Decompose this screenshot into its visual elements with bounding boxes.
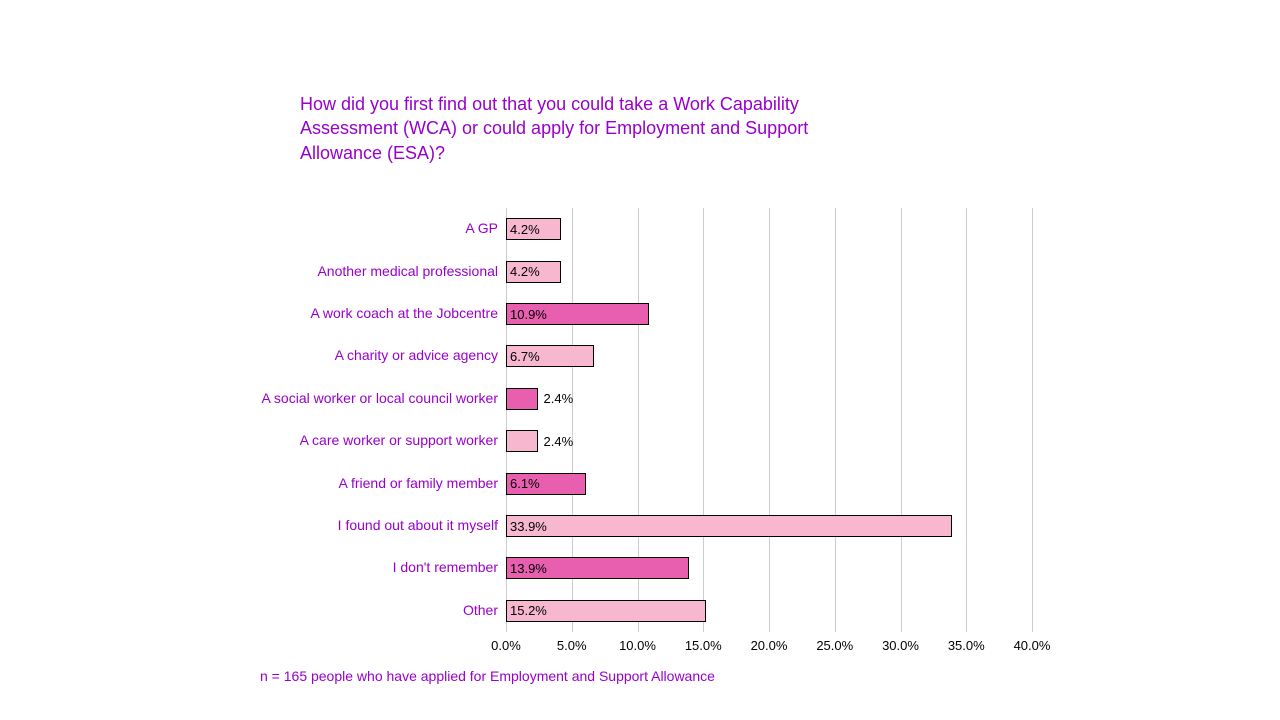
category-label: A social worker or local council worker	[261, 390, 498, 406]
bar-value-label: 33.9%	[510, 515, 547, 537]
bar-value-label: 6.1%	[510, 473, 540, 495]
category-label: A work coach at the Jobcentre	[310, 305, 498, 321]
x-tick-label: 35.0%	[948, 638, 985, 653]
category-label: Another medical professional	[317, 263, 498, 279]
bar-value-label: 4.2%	[510, 261, 540, 283]
x-tick-label: 25.0%	[816, 638, 853, 653]
category-labels: A GP Another medical professional A work c…	[0, 208, 506, 632]
grid-line	[769, 208, 770, 632]
grid-line	[703, 208, 704, 632]
bar	[506, 388, 538, 410]
grid-line	[1032, 208, 1033, 632]
category-label: I found out about it myself	[338, 517, 498, 533]
grid-line	[966, 208, 967, 632]
category-label: Other	[463, 602, 498, 618]
x-tick-label: 40.0%	[1014, 638, 1051, 653]
bar-value-label: 15.2%	[510, 600, 547, 622]
x-tick-label: 20.0%	[751, 638, 788, 653]
category-label: A friend or family member	[339, 475, 499, 491]
x-axis-ticks: 0.0%5.0%10.0%15.0%20.0%25.0%30.0%35.0%40…	[506, 638, 1032, 658]
bar-value-label: 2.4%	[544, 388, 574, 410]
x-tick-label: 0.0%	[491, 638, 521, 653]
chart-footnote: n = 165 people who have applied for Empl…	[260, 668, 715, 684]
x-tick-label: 10.0%	[619, 638, 656, 653]
chart-title: How did you first find out that you coul…	[300, 92, 860, 165]
category-label: A charity or advice agency	[335, 347, 498, 363]
bar-value-label: 2.4%	[544, 430, 574, 452]
bar-value-label: 13.9%	[510, 557, 547, 579]
grid-line	[901, 208, 902, 632]
grid-line	[835, 208, 836, 632]
bar-value-label: 10.9%	[510, 303, 547, 325]
category-label: I don't remember	[393, 559, 498, 575]
category-label: A GP	[465, 220, 498, 236]
bar-value-label: 4.2%	[510, 218, 540, 240]
bar-value-label: 6.7%	[510, 345, 540, 367]
bar	[506, 515, 952, 537]
chart-container: How did you first find out that you coul…	[0, 0, 1280, 720]
x-tick-label: 15.0%	[685, 638, 722, 653]
x-tick-label: 5.0%	[557, 638, 587, 653]
x-tick-label: 30.0%	[882, 638, 919, 653]
bar	[506, 430, 538, 452]
plot-area: 4.2%4.2%10.9%6.7%2.4%2.4%6.1%33.9%13.9%1…	[506, 208, 1032, 632]
category-label: A care worker or support worker	[300, 432, 498, 448]
